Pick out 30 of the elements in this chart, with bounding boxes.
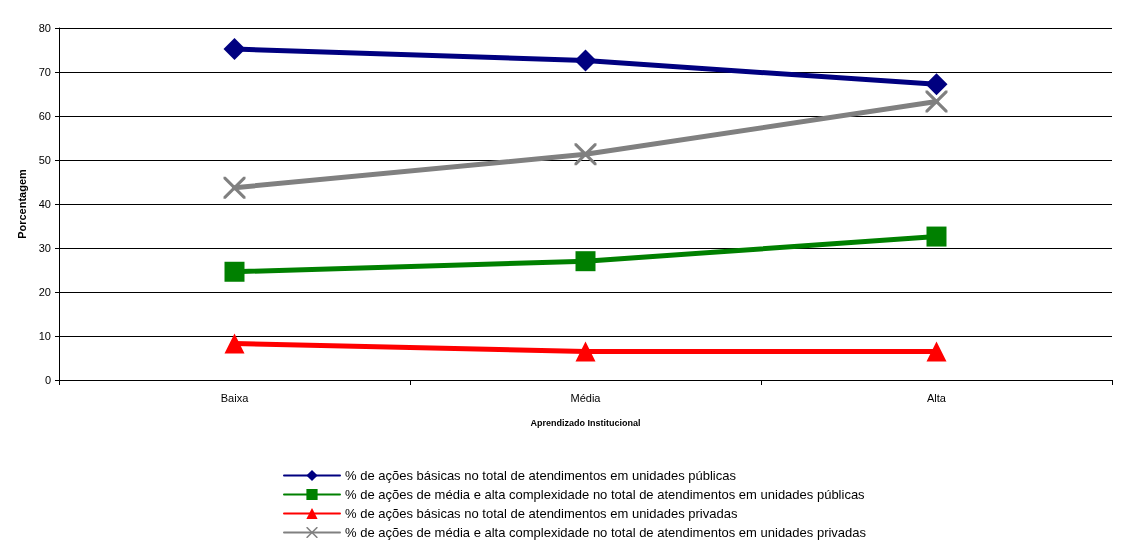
point bbox=[926, 341, 947, 362]
point bbox=[224, 333, 245, 354]
legend-label: % de ações de média e alta complexidade no total de atendimentos em unidades privadas bbox=[345, 525, 867, 540]
y-tick-label: 30 bbox=[38, 242, 51, 254]
y-tick-label: 0 bbox=[44, 374, 51, 386]
point bbox=[574, 49, 597, 72]
point bbox=[575, 341, 596, 362]
point bbox=[926, 226, 947, 247]
x-tick-label: Baixa bbox=[220, 391, 250, 404]
x-axis-title: Aprendizado Institucional bbox=[530, 417, 641, 428]
y-tick-label: 10 bbox=[38, 330, 51, 342]
legend-label: % de ações de média e alta complexidade no total de atendimentos em unidades públicas bbox=[345, 487, 866, 502]
y-tick-label: 70 bbox=[38, 66, 51, 78]
point bbox=[223, 38, 246, 61]
point bbox=[575, 251, 596, 272]
y-tick-label: 20 bbox=[38, 286, 51, 298]
y-tick-label: 40 bbox=[38, 198, 51, 210]
point bbox=[574, 143, 597, 166]
y-tick-label: 60 bbox=[38, 110, 51, 122]
point bbox=[223, 176, 246, 199]
legend-label: % de ações básicas no total de atendimentos em unidades privadas bbox=[345, 506, 738, 521]
point bbox=[925, 90, 948, 113]
point bbox=[224, 261, 245, 282]
legend-label: % de ações básicas no total de atendimentos em unidades públicas bbox=[345, 468, 737, 483]
x-tick-label: Média bbox=[570, 391, 602, 404]
y-axis-title: Porcentagem bbox=[15, 168, 28, 239]
y-tick-label: 80 bbox=[38, 22, 51, 34]
x-tick-label: Alta bbox=[927, 391, 947, 404]
y-tick-label: 50 bbox=[38, 154, 51, 166]
point bbox=[925, 73, 948, 96]
